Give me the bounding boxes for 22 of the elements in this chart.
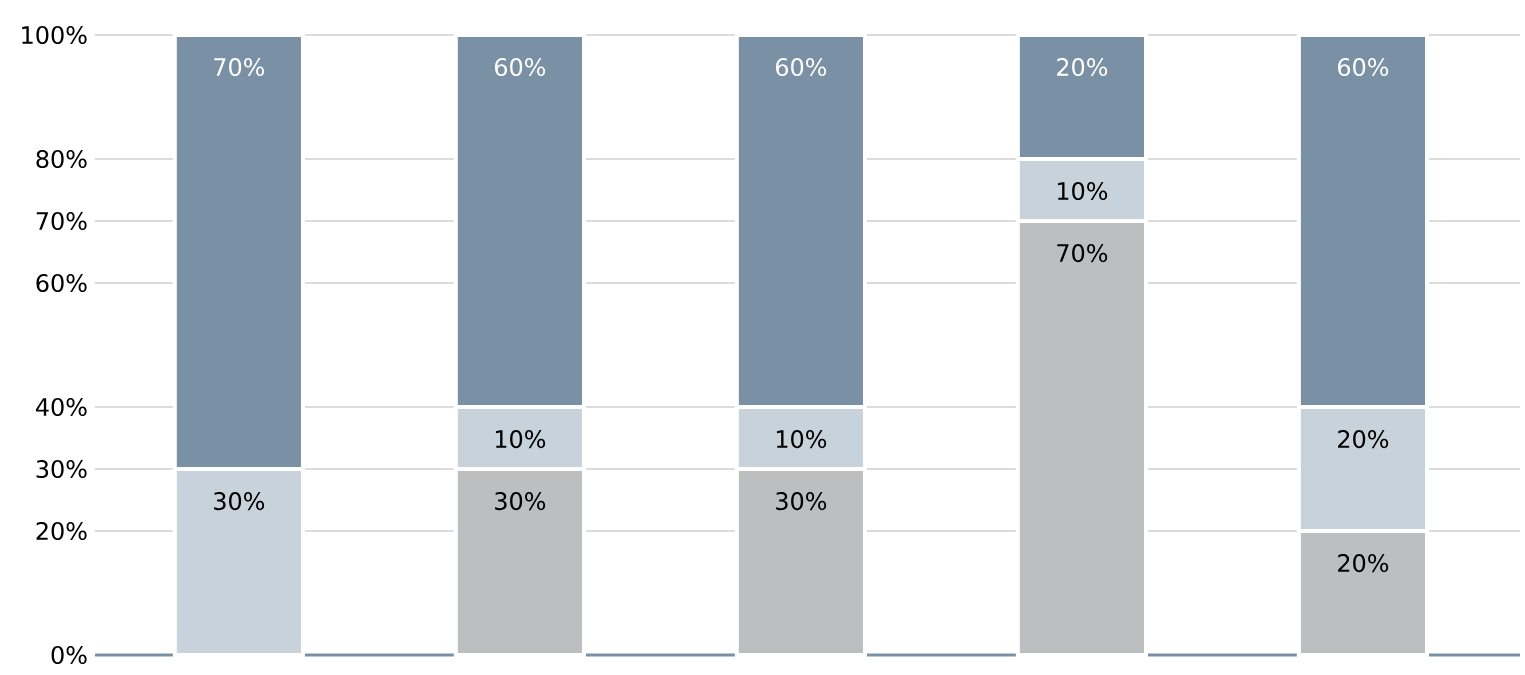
y-tick-label: 0% — [51, 645, 87, 665]
data-label: 20% — [1338, 430, 1389, 449]
data-label: 20% — [1338, 554, 1389, 573]
data-label: 10% — [776, 430, 827, 449]
data-label: 70% — [214, 58, 265, 77]
data-label: 30% — [776, 492, 827, 511]
data-label: 70% — [1057, 244, 1108, 263]
y-tick-label: 30% — [36, 459, 87, 479]
data-label: 60% — [1338, 58, 1389, 77]
data-label: 20% — [1057, 58, 1108, 77]
data-label: 60% — [775, 58, 827, 77]
y-tick-label: 60% — [36, 273, 87, 293]
y-tick-label: 20% — [36, 521, 87, 541]
y-tick-label: 80% — [36, 149, 87, 169]
y-tick-label: 40% — [35, 397, 87, 417]
data-label: 30% — [214, 492, 265, 511]
data-label: 10% — [1057, 182, 1108, 201]
data-label: 30% — [495, 492, 546, 511]
y-tick-label: 70% — [36, 211, 87, 231]
data-label: 10% — [495, 430, 546, 449]
y-tick-label: 100% — [22, 25, 87, 45]
data-label: 60% — [494, 58, 546, 77]
